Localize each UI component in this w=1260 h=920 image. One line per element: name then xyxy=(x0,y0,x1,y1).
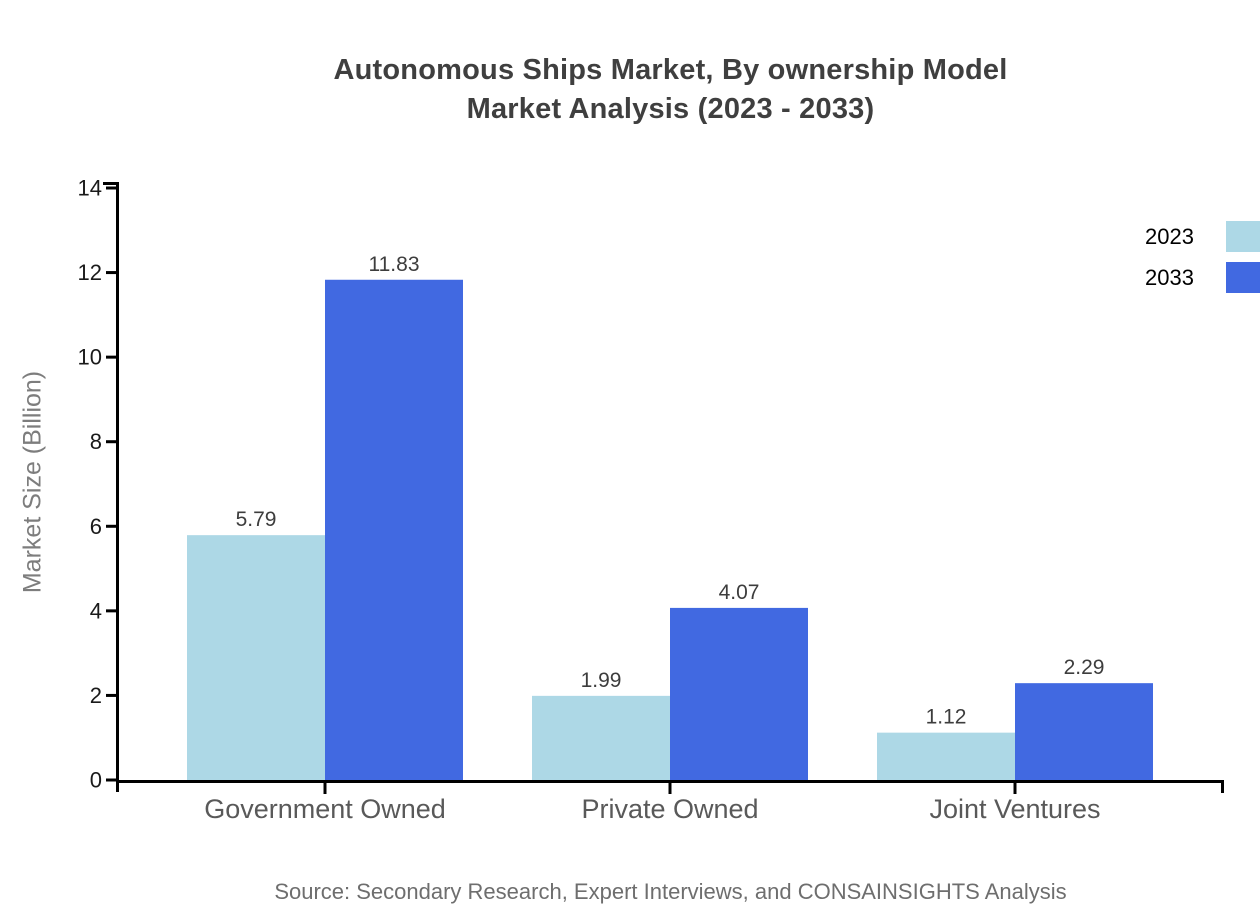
chart-title-line1: Autonomous Ships Market, By ownership Mo… xyxy=(333,54,1008,86)
bar-2033-joint-ventures xyxy=(1015,683,1153,780)
legend-label-2023: 2023 xyxy=(1145,224,1194,249)
legend-item-2033: 2033 xyxy=(1104,262,1260,293)
y-tick-label: 12 xyxy=(78,260,102,285)
bar-value-label: 5.79 xyxy=(236,508,277,531)
y-tick xyxy=(106,440,116,444)
y-axis-end-tick xyxy=(103,182,117,185)
legend-swatch-2023 xyxy=(1226,221,1260,252)
bar-value-label: 2.29 xyxy=(1064,656,1105,679)
y-tick xyxy=(106,355,116,359)
y-tick-label: 6 xyxy=(90,514,102,539)
y-tick xyxy=(106,693,116,697)
x-tick xyxy=(323,783,327,794)
bar-2023-government-owned xyxy=(187,535,325,780)
x-category-label: Government Owned xyxy=(204,794,446,824)
y-tick-label: 4 xyxy=(90,598,102,623)
x-axis-end-tick xyxy=(1221,780,1224,793)
y-tick xyxy=(106,524,116,528)
bar-value-label: 1.12 xyxy=(926,706,967,729)
y-tick-label: 8 xyxy=(90,429,102,454)
y-axis-line xyxy=(116,182,119,792)
legend-item-2023: 2023 xyxy=(1104,221,1260,252)
bar-value-label: 11.83 xyxy=(369,253,420,276)
bar-value-label: 1.99 xyxy=(581,669,622,692)
bar-2023-joint-ventures xyxy=(877,732,1015,780)
x-category-label: Private Owned xyxy=(581,794,758,824)
y-tick xyxy=(106,186,116,190)
source-note: Source: Secondary Research, Expert Inter… xyxy=(274,879,1067,904)
y-tick-label: 14 xyxy=(78,176,102,201)
legend-label-2033: 2033 xyxy=(1145,265,1194,290)
bar-value-label: 4.07 xyxy=(719,581,760,604)
y-tick xyxy=(106,271,116,275)
bar-2033-private-owned xyxy=(670,607,808,780)
y-tick-label: 0 xyxy=(90,768,102,793)
bar-2023-private-owned xyxy=(532,695,670,780)
x-axis-line xyxy=(116,780,1224,783)
y-tick-label: 10 xyxy=(78,345,102,370)
y-tick xyxy=(106,609,116,613)
chart-title-line2: Market Analysis (2023 - 2033) xyxy=(466,93,875,125)
x-category-label: Joint Ventures xyxy=(929,794,1100,824)
x-tick xyxy=(1013,783,1017,794)
x-tick xyxy=(668,783,672,794)
y-tick-label: 2 xyxy=(90,683,102,708)
bar-2033-government-owned xyxy=(325,279,463,780)
y-tick xyxy=(106,778,116,782)
legend-swatch-2033 xyxy=(1226,262,1260,293)
chart-title: Autonomous Ships Market, By ownership Mo… xyxy=(118,51,1223,129)
